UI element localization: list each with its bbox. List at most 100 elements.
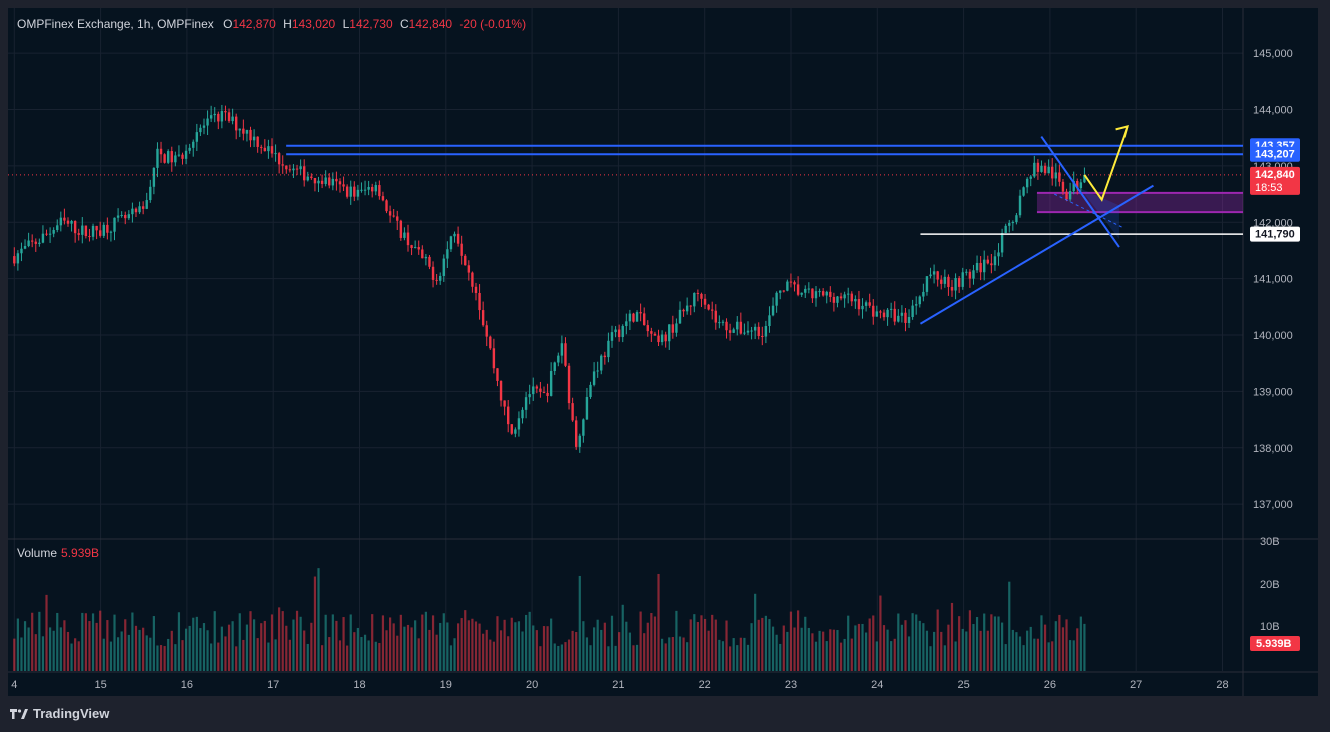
candle-body — [592, 371, 596, 385]
candle-body — [954, 278, 957, 291]
volume-bar — [52, 630, 55, 671]
volume-tag-label: 5.939B — [1256, 638, 1292, 650]
volume-bar — [320, 645, 324, 671]
candle-body — [875, 311, 879, 317]
volume-bar — [492, 641, 495, 671]
candle-body — [152, 167, 156, 187]
candle-body — [456, 233, 460, 244]
candle-body — [639, 312, 642, 314]
candle-body — [1051, 166, 1054, 179]
volume-bar — [159, 645, 163, 671]
time-tick-label: 15 — [94, 679, 106, 691]
volume-bar — [410, 627, 413, 671]
candle-body — [174, 155, 177, 163]
candle-body — [886, 309, 889, 318]
volume-bar — [503, 619, 506, 671]
volume-bar — [1083, 623, 1086, 671]
volume-bar — [295, 610, 299, 671]
volume-bar — [557, 645, 560, 671]
volume-bar — [607, 646, 610, 671]
price-tick-label: 141,000 — [1253, 274, 1293, 286]
volume-bar — [288, 639, 291, 671]
candle-body — [668, 324, 671, 342]
volume-bar — [732, 638, 735, 671]
candle-body — [736, 321, 739, 330]
volume-bar — [1026, 630, 1029, 671]
volume-bar — [310, 622, 313, 671]
volume-bar — [278, 607, 281, 671]
candle-body — [961, 272, 964, 287]
candle-body — [650, 331, 653, 334]
volume-bar — [109, 641, 113, 671]
price-tick-label: 142,000 — [1253, 217, 1293, 229]
volume-bar — [138, 629, 141, 671]
volume-bar — [714, 619, 717, 671]
volume-bar — [95, 622, 98, 671]
candle-body — [81, 225, 84, 235]
candle-body — [725, 321, 728, 331]
candle-body — [585, 396, 589, 420]
volume-bar — [922, 623, 925, 671]
volume-bar — [306, 643, 309, 671]
volume-bar — [1072, 640, 1075, 671]
candle-body — [932, 271, 936, 275]
candle-body — [363, 189, 367, 191]
candle-body — [1036, 162, 1040, 172]
volume-bar — [403, 626, 406, 671]
candle-body — [607, 340, 610, 358]
time-tick-label: 28 — [1216, 679, 1228, 691]
candle-body — [20, 248, 23, 254]
candle-body — [521, 409, 524, 419]
candle-body — [274, 153, 277, 155]
time-tick-label: 4 — [11, 679, 17, 691]
candle-body — [113, 217, 116, 232]
time-tick-label: 27 — [1130, 679, 1142, 691]
candle-body — [1029, 176, 1032, 179]
volume-bar — [102, 638, 105, 671]
volume-bar — [313, 576, 317, 671]
candle-body — [478, 292, 481, 311]
symbol-title[interactable]: OMPFinex Exchange, 1h, OMPFinex — [17, 17, 214, 31]
candle-body — [1065, 191, 1068, 200]
volume-bar — [184, 628, 188, 671]
candle-body — [507, 406, 510, 425]
candle-body — [575, 420, 578, 447]
candle-body — [256, 136, 259, 147]
candle-body — [145, 200, 148, 209]
volume-bar — [811, 633, 814, 671]
volume-bar — [41, 636, 45, 671]
volume-bar — [975, 617, 979, 671]
volume-bar — [260, 623, 263, 671]
candle-body — [453, 233, 456, 237]
volume-bar — [918, 620, 921, 671]
volume-label[interactable]: Volume — [17, 546, 58, 560]
volume-bar — [324, 614, 327, 671]
candle-body — [847, 293, 850, 295]
volume-bar — [1008, 581, 1011, 671]
volume-bar — [127, 634, 130, 671]
chart-frame[interactable]: 145,000 144,000 143,000 142,000 141,000 140,0… — [8, 8, 1318, 696]
candle-body — [38, 242, 41, 244]
volume-bar — [335, 620, 338, 671]
volume-bar — [142, 627, 145, 671]
volume-bar — [227, 624, 231, 671]
volume-bar — [1079, 616, 1082, 671]
candle-body — [775, 292, 778, 306]
volume-bar — [1043, 624, 1047, 671]
volume-bar — [485, 629, 488, 671]
volume-bar — [639, 611, 642, 671]
candle-body — [535, 386, 539, 389]
candle-body — [911, 305, 914, 317]
chart-canvas[interactable]: 145,000144,000143,000142,000141,000140,0… — [8, 8, 1318, 696]
volume-bar — [940, 631, 943, 671]
volume-bar — [442, 613, 445, 671]
candle-body — [753, 326, 757, 331]
volume-bar — [911, 613, 914, 671]
channel-upper-line — [1040, 135, 1120, 248]
volume-bar — [660, 638, 664, 671]
candle-body — [41, 233, 45, 243]
volume-bar — [421, 614, 424, 671]
candle-body — [936, 271, 939, 280]
volume-bar — [81, 612, 84, 671]
tradingview-brand[interactable]: TradingView — [10, 706, 109, 721]
